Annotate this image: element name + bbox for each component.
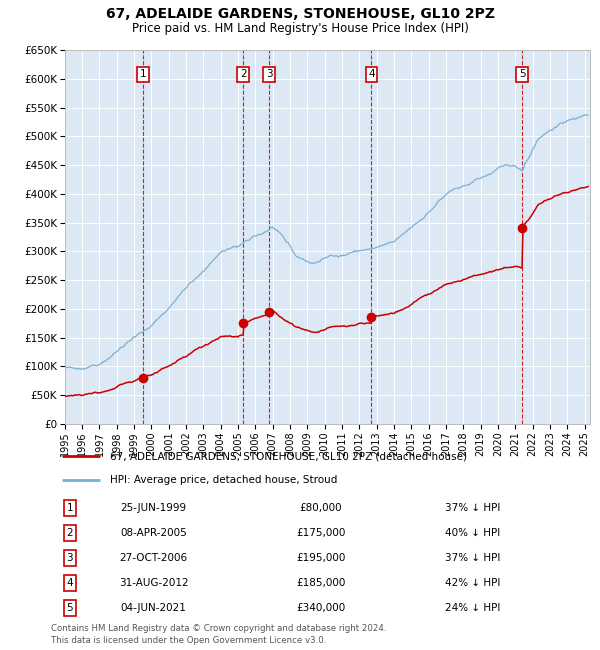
Text: 5: 5 (67, 603, 73, 612)
Text: 3: 3 (67, 552, 73, 563)
Text: 40% ↓ HPI: 40% ↓ HPI (445, 528, 500, 538)
Text: 67, ADELAIDE GARDENS, STONEHOUSE, GL10 2PZ: 67, ADELAIDE GARDENS, STONEHOUSE, GL10 2… (106, 6, 494, 21)
Text: 37% ↓ HPI: 37% ↓ HPI (445, 552, 500, 563)
Text: HPI: Average price, detached house, Stroud: HPI: Average price, detached house, Stro… (110, 475, 338, 485)
Text: 04-JUN-2021: 04-JUN-2021 (121, 603, 187, 612)
Text: 2: 2 (67, 528, 73, 538)
Text: 4: 4 (368, 69, 375, 79)
Text: 67, ADELAIDE GARDENS, STONEHOUSE, GL10 2PZ (detached house): 67, ADELAIDE GARDENS, STONEHOUSE, GL10 2… (110, 451, 467, 461)
Text: £185,000: £185,000 (296, 578, 346, 588)
Text: Contains HM Land Registry data © Crown copyright and database right 2024.: Contains HM Land Registry data © Crown c… (51, 624, 386, 633)
Text: 27-OCT-2006: 27-OCT-2006 (119, 552, 188, 563)
Text: 42% ↓ HPI: 42% ↓ HPI (445, 578, 500, 588)
Text: 1: 1 (139, 69, 146, 79)
Text: 5: 5 (519, 69, 526, 79)
Text: This data is licensed under the Open Government Licence v3.0.: This data is licensed under the Open Gov… (51, 636, 326, 645)
Text: 2: 2 (240, 69, 247, 79)
Text: 37% ↓ HPI: 37% ↓ HPI (445, 503, 500, 513)
Text: 31-AUG-2012: 31-AUG-2012 (119, 578, 188, 588)
Text: £195,000: £195,000 (296, 552, 346, 563)
Text: £340,000: £340,000 (296, 603, 346, 612)
Text: £80,000: £80,000 (299, 503, 343, 513)
Text: 1: 1 (67, 503, 73, 513)
Text: 08-APR-2005: 08-APR-2005 (120, 528, 187, 538)
Text: £175,000: £175,000 (296, 528, 346, 538)
Text: 4: 4 (67, 578, 73, 588)
Text: Price paid vs. HM Land Registry's House Price Index (HPI): Price paid vs. HM Land Registry's House … (131, 22, 469, 35)
Text: 25-JUN-1999: 25-JUN-1999 (121, 503, 187, 513)
Text: 3: 3 (266, 69, 272, 79)
Text: 24% ↓ HPI: 24% ↓ HPI (445, 603, 500, 612)
